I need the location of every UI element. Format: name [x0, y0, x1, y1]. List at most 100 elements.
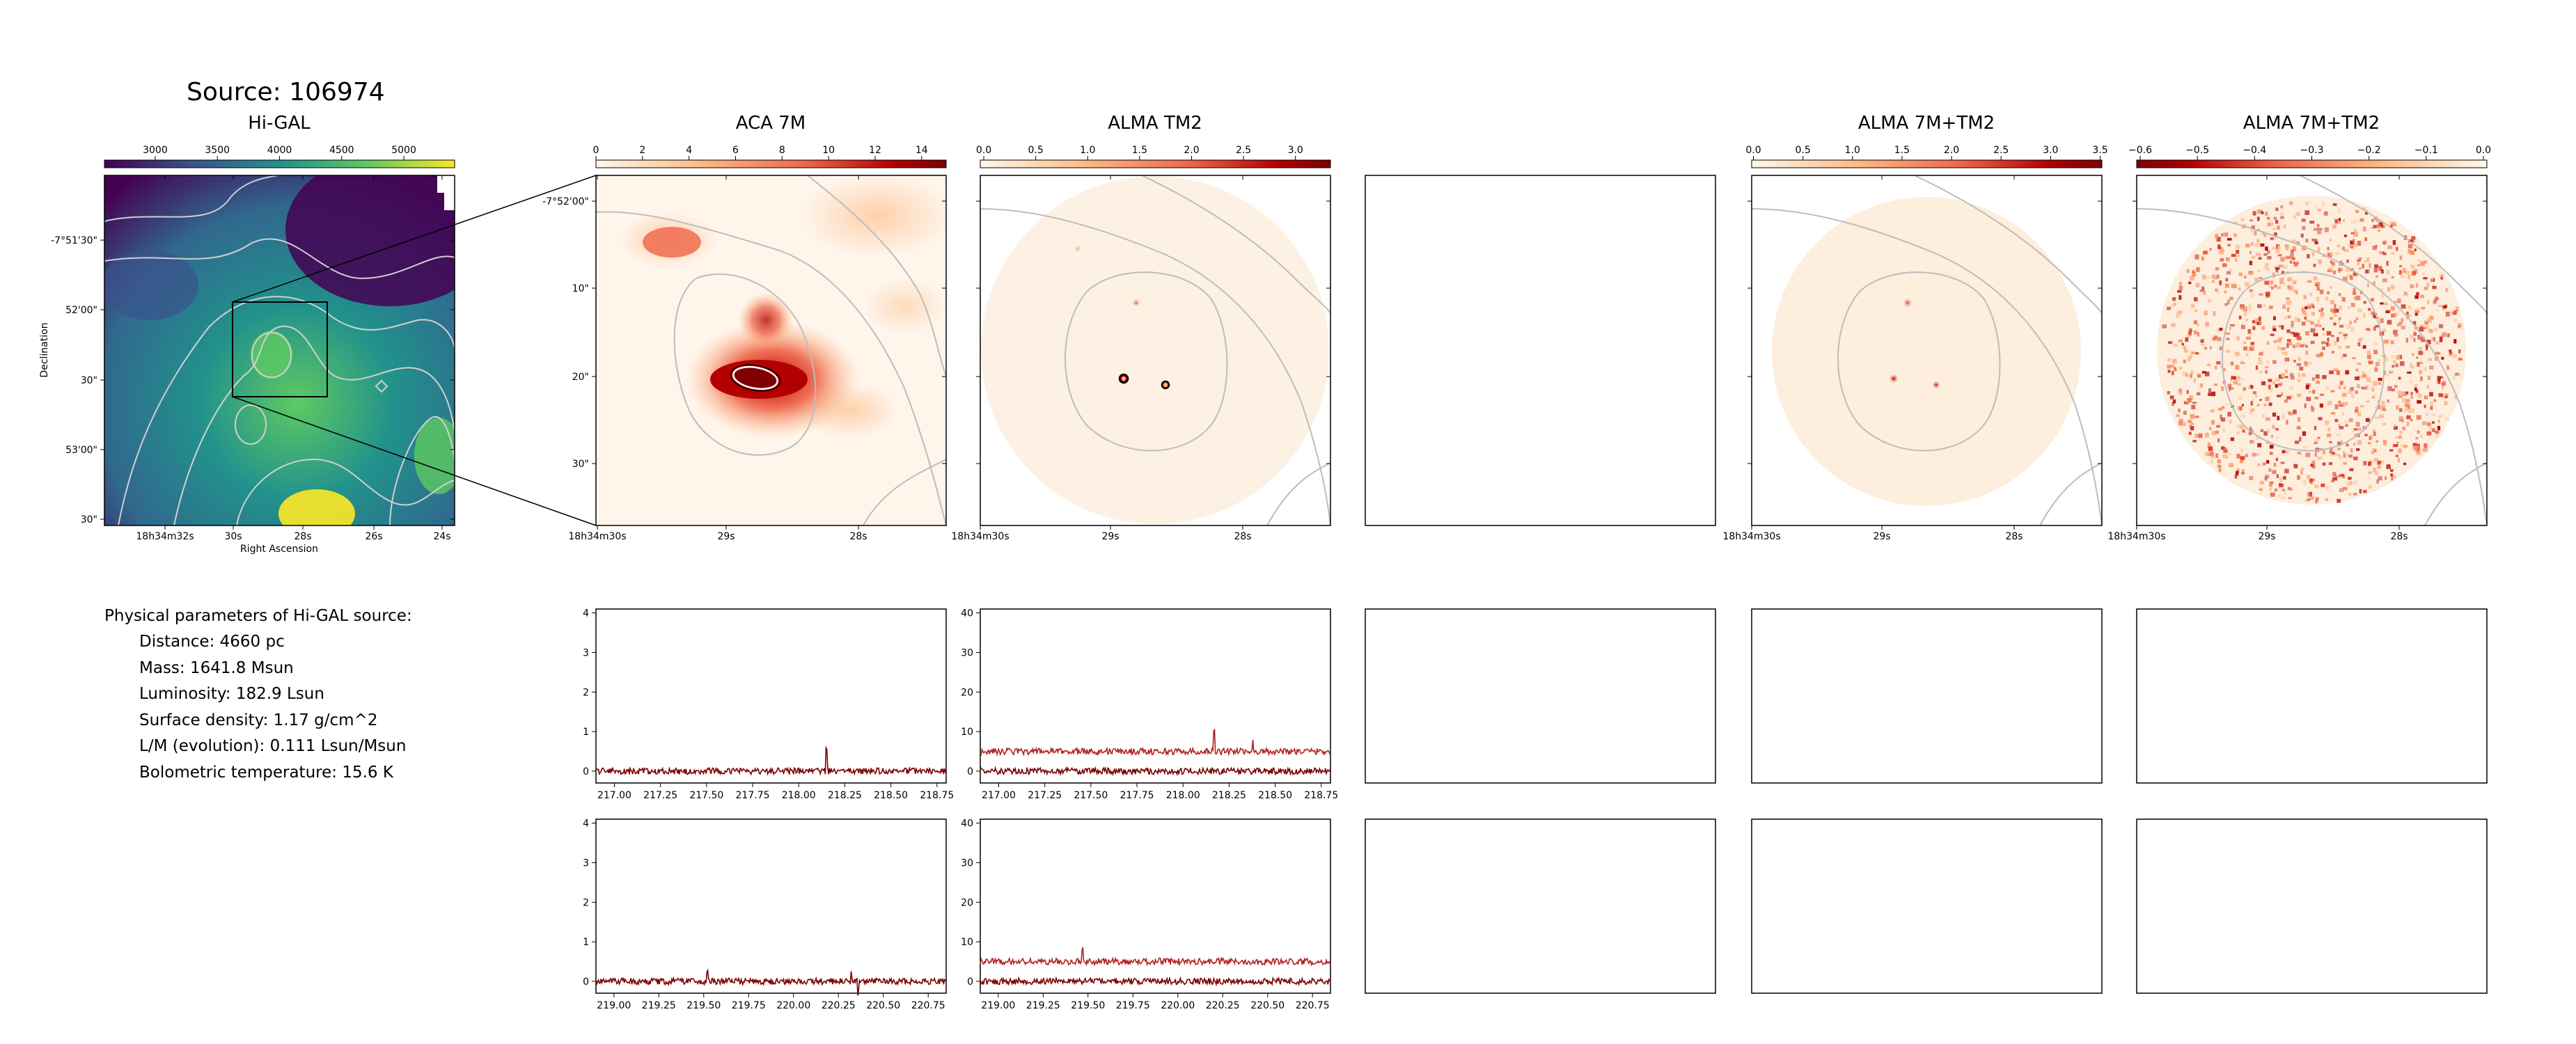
noise-pixel	[2304, 210, 2310, 215]
noise-pixel	[2359, 337, 2364, 340]
x-tick-label: 18h34m30s	[1722, 531, 1780, 542]
noise-pixel	[2215, 267, 2220, 271]
y-tick-label: 1	[583, 937, 589, 948]
tm2-contour	[1266, 462, 1330, 525]
noise-pixel	[2380, 460, 2385, 464]
noise-pixel	[2426, 384, 2429, 389]
noise-pixel	[2278, 494, 2281, 497]
noise-pixel	[2357, 363, 2362, 365]
noise-pixel	[2338, 268, 2341, 271]
noise-pixel	[2337, 337, 2339, 342]
y-tick-label: 40	[961, 608, 973, 619]
noise-pixel	[2167, 365, 2171, 369]
noise-pixel	[2205, 276, 2210, 279]
noise-pixel	[2412, 321, 2417, 325]
noise-pixel	[2362, 264, 2364, 269]
noise-pixel	[2376, 220, 2381, 223]
noise-pixel	[2192, 440, 2197, 443]
noise-pixel	[2435, 352, 2441, 355]
noise-pixel	[2260, 429, 2264, 432]
noise-pixel	[2243, 429, 2245, 434]
noise-pixel	[2390, 307, 2395, 312]
noise-pixel	[2338, 331, 2343, 334]
noise-pixel	[2257, 209, 2263, 214]
noise-pixel	[2380, 405, 2385, 411]
noise-pixel	[2298, 357, 2301, 361]
empty-spectrum-panel	[1365, 608, 1716, 784]
empty-spectrum-panel	[2136, 818, 2488, 994]
noise-pixel	[2311, 239, 2315, 242]
noise-pixel	[2343, 451, 2346, 454]
noise-pixel	[2288, 497, 2292, 500]
noise-pixel	[2270, 492, 2275, 497]
noise-pixel	[2231, 376, 2236, 380]
noise-pixel	[2385, 476, 2387, 480]
noise-pixel	[2272, 470, 2277, 474]
noise-pixel	[2196, 267, 2200, 272]
noise-pixel	[2386, 465, 2391, 469]
noise-pixel	[2226, 338, 2230, 340]
noise-pixel	[2227, 383, 2232, 388]
noise-pixel	[2307, 305, 2311, 309]
noise-pixel	[2406, 415, 2411, 420]
combined-colorbar-ticks: 0.0 0.5 1.0 1.5 2.0 2.5 3.0 3.5	[1745, 145, 2108, 160]
noise-pixel	[2280, 216, 2284, 219]
higal-mask	[444, 175, 455, 210]
noise-pixel	[2295, 241, 2300, 244]
noise-pixel	[2363, 461, 2367, 466]
noise-pixel	[2262, 414, 2265, 418]
residual-contour	[2424, 462, 2487, 525]
noise-pixel	[2236, 454, 2240, 459]
noise-pixel	[2191, 351, 2196, 354]
noise-pixel	[2395, 436, 2399, 439]
noise-pixel	[2293, 215, 2297, 219]
noise-pixel	[2433, 300, 2437, 305]
colorbar-tick-label: 0.0	[2476, 145, 2491, 156]
noise-pixel	[2371, 219, 2374, 223]
noise-pixel	[2274, 284, 2277, 287]
x-tick-label: 218.25	[828, 790, 862, 801]
noise-pixel	[2307, 492, 2311, 497]
noise-pixel	[2373, 326, 2376, 331]
noise-pixel	[2178, 388, 2183, 393]
x-tick-label: 24s	[433, 531, 450, 542]
x-tick-label: 29s	[2258, 531, 2275, 542]
noise-pixel	[2331, 350, 2334, 354]
noise-pixel	[2373, 349, 2378, 354]
noise-pixel	[2177, 290, 2182, 293]
noise-pixel	[2358, 257, 2362, 260]
noise-pixel	[2366, 257, 2370, 262]
noise-pixel	[2366, 269, 2370, 274]
noise-pixel	[2417, 443, 2420, 448]
noise-pixel	[2366, 379, 2371, 382]
noise-pixel	[2338, 386, 2341, 390]
noise-pixel	[2197, 392, 2201, 396]
noise-pixel	[2302, 431, 2307, 436]
noise-pixel	[2338, 267, 2343, 271]
noise-pixel	[2297, 393, 2301, 397]
noise-pixel	[2367, 308, 2371, 311]
combined-contour	[2039, 462, 2102, 525]
noise-pixel	[2304, 345, 2308, 348]
noise-pixel	[2372, 246, 2377, 251]
noise-pixel	[2284, 316, 2287, 320]
noise-pixel	[2409, 380, 2413, 383]
noise-pixel	[2337, 208, 2341, 213]
noise-pixel	[2212, 337, 2217, 341]
noise-pixel	[2422, 326, 2426, 329]
noise-pixel	[2246, 336, 2251, 340]
noise-pixel	[2318, 309, 2323, 313]
noise-pixel	[2224, 283, 2229, 288]
noise-pixel	[2257, 269, 2261, 272]
noise-pixel	[2444, 401, 2448, 406]
noise-pixel	[2280, 381, 2284, 385]
colorbar-tick-label: 2.5	[1236, 145, 1251, 156]
noise-pixel	[2305, 202, 2309, 205]
noise-pixel	[2373, 281, 2375, 286]
noise-pixel	[2322, 203, 2325, 207]
noise-pixel	[2250, 342, 2255, 346]
x-tick-label: 217.00	[982, 790, 1016, 801]
noise-pixel	[2426, 340, 2431, 345]
noise-pixel	[2236, 431, 2240, 435]
colorbar-tick-label: 2.0	[1184, 145, 1199, 156]
